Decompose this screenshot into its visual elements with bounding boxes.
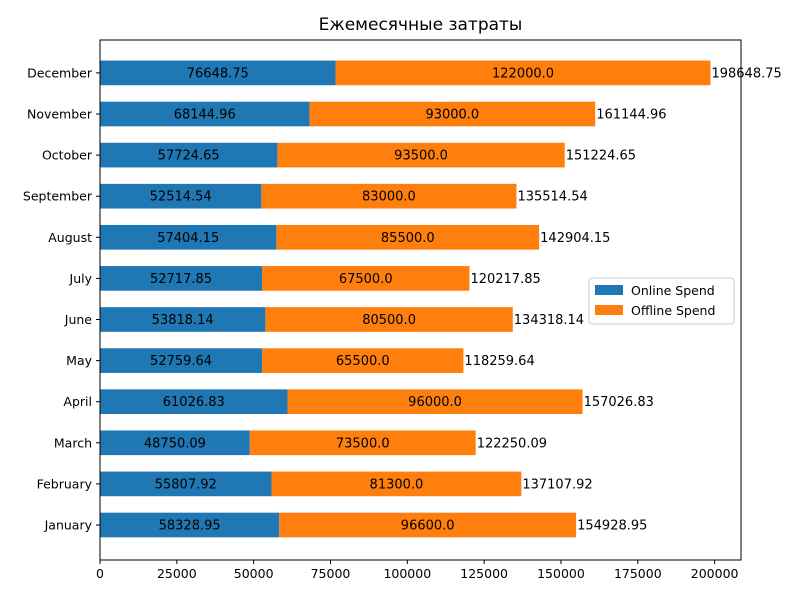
bar-offline-january: [279, 512, 577, 538]
y-axis: January February March April May June July Augu…: [23, 65, 100, 533]
bar-label-offline-march: 73500.0: [336, 436, 390, 451]
bar-offline-july: [262, 266, 470, 291]
bar-label-online-march: 48750.09: [144, 436, 206, 451]
y-tick-label-november: November: [27, 107, 93, 122]
bar-label-offline-january: 96600.0: [401, 519, 455, 534]
y-tick-label-march: March: [54, 435, 92, 450]
bar-online-december: [100, 60, 336, 86]
bar-label-online-october: 57724.65: [158, 149, 220, 164]
y-tick-label-october: October: [42, 148, 93, 163]
bar-online-september: [100, 183, 262, 209]
bar-label-online-december: 76648.75: [187, 66, 249, 81]
bar-label-offline-april: 96000.0: [408, 395, 462, 410]
bar-label-offline-october: 93500.0: [394, 149, 448, 164]
bar-label-offline-november: 93000.0: [425, 108, 479, 123]
bar-label-offline-december: 122000.0: [492, 66, 554, 81]
bar-label-online-september: 52514.54: [150, 190, 212, 205]
total-label-july: 120217.85: [470, 272, 540, 287]
bar-label-offline-july: 67500.0: [339, 272, 393, 287]
bar-online-march: [100, 430, 250, 456]
bar-online-july: [100, 266, 263, 291]
x-axis: 0 25000 50000 75000 100000 125000 150000 175000…: [96, 560, 739, 581]
bar-offline-june: [265, 307, 513, 332]
y-tick-label-april: April: [63, 394, 92, 409]
total-label-february: 137107.92: [522, 477, 592, 492]
bar-offline-december: [335, 60, 711, 86]
bar-online-october: [100, 142, 278, 168]
legend-label-offline: Offline Spend: [631, 303, 715, 318]
legend-swatch-offline: [595, 305, 623, 315]
bar-offline-march: [249, 430, 476, 456]
bar-offline-october: [277, 142, 565, 168]
bar-offline-april: [287, 389, 583, 415]
chart-title: Ежемесячные затраты: [319, 15, 523, 35]
plot-area: [99, 39, 742, 561]
y-tick-label-june: June: [64, 312, 93, 327]
bar-label-offline-september: 83000.0: [362, 190, 416, 205]
total-label-april: 157026.83: [584, 395, 654, 410]
bar-online-february: [100, 471, 272, 497]
bar-online-august: [100, 224, 277, 250]
total-label-october: 151224.65: [566, 149, 636, 164]
bar-online-november: [100, 101, 310, 127]
bar-online-april: [100, 389, 288, 415]
bar-label-online-august: 57404.15: [157, 231, 219, 246]
y-tick-label-december: December: [27, 65, 93, 80]
y-tick-label-september: September: [23, 189, 93, 204]
bar-label-online-may: 52759.64: [150, 354, 212, 369]
bar-labels-group: 58328.95 96600.0 154928.95 55807.92 81300.0 1…: [144, 66, 782, 533]
total-label-august: 142904.15: [540, 231, 610, 246]
x-tick-label: 75000: [311, 566, 351, 581]
x-tick-label: 150000: [537, 566, 585, 581]
x-tick-label: 175000: [614, 566, 662, 581]
bar-offline-august: [276, 224, 540, 250]
bars-group: [100, 60, 711, 538]
x-tick-label: 100000: [383, 566, 431, 581]
bar-online-june: [100, 307, 266, 332]
total-label-may: 118259.64: [464, 354, 534, 369]
legend-label-online: Online Spend: [631, 283, 715, 298]
total-label-march: 122250.09: [477, 436, 547, 451]
bar-offline-february: [271, 471, 522, 497]
total-label-january: 154928.95: [577, 519, 647, 534]
bar-offline-may: [262, 348, 464, 373]
bar-online-january: [100, 512, 280, 538]
total-label-november: 161144.96: [596, 108, 666, 123]
bar-label-online-january: 58328.95: [159, 519, 221, 534]
bar-label-offline-february: 81300.0: [370, 477, 424, 492]
bar-label-offline-august: 85500.0: [381, 231, 435, 246]
y-tick-label-january: January: [44, 518, 93, 533]
bar-label-online-november: 68144.96: [174, 108, 236, 123]
bar-online-may: [100, 348, 263, 373]
total-label-december: 198648.75: [711, 66, 781, 81]
legend-swatch-online: [595, 285, 623, 295]
bar-offline-november: [309, 101, 596, 127]
x-tick-label: 50000: [234, 566, 274, 581]
bar-label-online-february: 55807.92: [155, 477, 217, 492]
bar-label-online-april: 61026.83: [163, 395, 225, 410]
bar-label-offline-june: 80500.0: [362, 313, 416, 328]
bar-offline-september: [261, 183, 517, 209]
x-tick-label: 200000: [691, 566, 739, 581]
y-tick-label-february: February: [37, 476, 93, 491]
total-label-september: 135514.54: [517, 190, 587, 205]
y-tick-label-august: August: [48, 230, 92, 245]
y-tick-label-may: May: [66, 353, 92, 368]
legend: Online Spend Offline Spend: [588, 277, 735, 325]
legend-box: [588, 277, 735, 325]
x-tick-label: 25000: [157, 566, 197, 581]
bar-label-online-july: 52717.85: [150, 272, 212, 287]
x-tick-label: 0: [96, 566, 104, 581]
total-label-june: 134318.14: [514, 313, 584, 328]
bar-label-offline-may: 65500.0: [336, 354, 390, 369]
y-tick-label-july: July: [69, 271, 93, 286]
bar-label-online-june: 53818.14: [152, 313, 214, 328]
x-tick-label: 125000: [460, 566, 508, 581]
